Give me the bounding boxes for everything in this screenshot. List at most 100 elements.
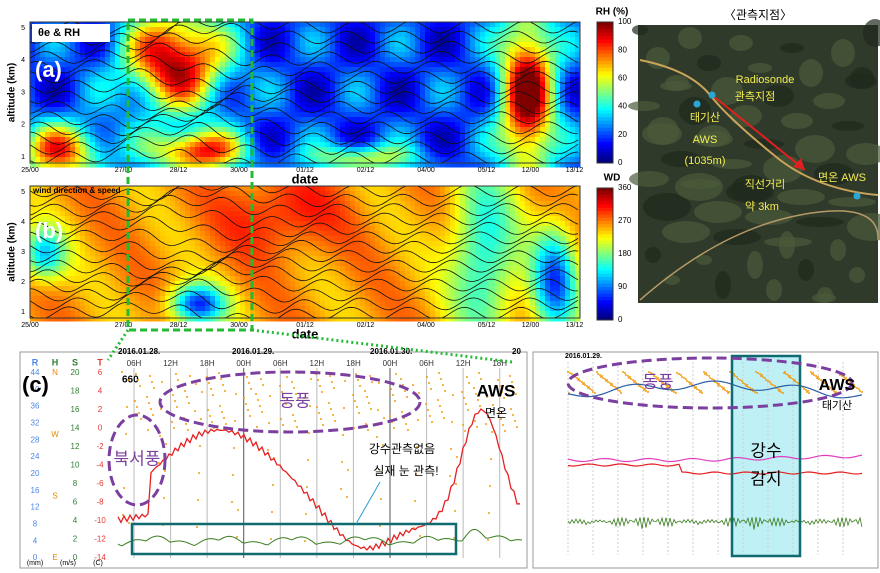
heat-cell	[320, 316, 326, 322]
heat-cell	[555, 132, 561, 138]
heat-cell	[460, 52, 466, 58]
heat-cell	[480, 22, 486, 28]
heat-cell	[145, 271, 151, 277]
heat-cell	[330, 132, 336, 138]
heat-cell	[300, 102, 306, 108]
heat-cell	[220, 196, 226, 202]
heat-cell	[220, 296, 226, 302]
heat-cell	[265, 316, 271, 322]
heat-cell	[40, 301, 46, 307]
heat-cell	[240, 137, 246, 143]
heat-cell	[505, 57, 511, 63]
heat-cell	[320, 256, 326, 262]
heat-cell	[35, 157, 41, 163]
heat-cell	[400, 62, 406, 68]
heat-cell	[220, 316, 226, 322]
heat-cell	[110, 107, 116, 113]
heat-cell	[115, 316, 121, 322]
heat-cell	[70, 112, 76, 118]
heat-cell	[340, 206, 346, 212]
heat-cell	[560, 72, 566, 78]
heat-cell	[95, 256, 101, 262]
heat-cell	[45, 306, 51, 312]
heat-cell	[555, 52, 561, 58]
heat-cell	[405, 67, 411, 73]
heat-cell	[190, 97, 196, 103]
heat-cell	[300, 191, 306, 197]
heat-cell	[235, 47, 241, 53]
heat-cell	[465, 112, 471, 118]
heat-cell	[90, 97, 96, 103]
heat-cell	[295, 82, 301, 88]
heat-cell	[70, 42, 76, 48]
heat-cell	[375, 82, 381, 88]
heat-cell	[410, 157, 416, 163]
heat-cell	[95, 62, 101, 68]
heat-cell	[180, 27, 186, 33]
heat-cell	[275, 77, 281, 83]
heat-cell	[325, 221, 331, 227]
heat-cell	[360, 47, 366, 53]
heat-cell	[195, 296, 201, 302]
heat-cell	[355, 37, 361, 43]
heat-cell	[190, 37, 196, 43]
heat-cell	[550, 142, 556, 148]
heat-cell	[440, 57, 446, 63]
heat-cell	[345, 47, 351, 53]
heat-cell	[70, 117, 76, 123]
heat-cell	[240, 147, 246, 153]
heat-cell	[375, 62, 381, 68]
heat-cell	[210, 47, 216, 53]
heat-cell	[405, 92, 411, 98]
heat-cell	[165, 127, 171, 133]
heat-cell	[30, 206, 36, 212]
heat-cell	[215, 92, 221, 98]
heat-cell	[60, 196, 66, 202]
heat-cell	[295, 221, 301, 227]
heat-cell	[110, 231, 116, 237]
heat-cell	[160, 236, 166, 242]
heat-cell	[185, 97, 191, 103]
heat-cell	[95, 286, 101, 292]
heat-cell	[190, 316, 196, 322]
heat-cell	[345, 132, 351, 138]
heat-cell	[320, 196, 326, 202]
heat-cell	[465, 87, 471, 93]
heat-cell	[435, 22, 441, 28]
heat-cell	[90, 62, 96, 68]
heat-cell	[320, 137, 326, 143]
heat-cell	[435, 67, 441, 73]
heat-cell	[295, 301, 301, 307]
heat-cell	[170, 72, 176, 78]
heat-cell	[95, 296, 101, 302]
heat-cell	[280, 67, 286, 73]
heat-cell	[515, 52, 521, 58]
heat-cell	[215, 236, 221, 242]
heat-cell	[110, 241, 116, 247]
heat-cell	[170, 311, 176, 317]
heat-cell	[140, 301, 146, 307]
heat-cell	[160, 206, 166, 212]
heat-cell	[420, 102, 426, 108]
heat-cell	[310, 107, 316, 113]
x-tick-label: 25/00	[21, 167, 39, 174]
heat-cell	[175, 47, 181, 53]
heat-cell	[65, 127, 71, 133]
heat-cell	[175, 102, 181, 108]
heat-cell	[445, 117, 451, 123]
heat-cell	[370, 152, 376, 158]
heat-cell	[175, 221, 181, 227]
heat-cell	[75, 77, 81, 83]
heat-cell	[255, 32, 261, 38]
heat-cell	[270, 311, 276, 317]
heat-cell	[135, 231, 141, 237]
heat-cell	[200, 157, 206, 163]
heat-cell	[50, 47, 56, 53]
x-tick-label: 30/00	[230, 167, 248, 174]
heat-cell	[140, 77, 146, 83]
heat-cell	[60, 112, 66, 118]
heat-cell	[100, 306, 106, 312]
heat-cell	[215, 201, 221, 207]
heat-cell	[105, 122, 111, 128]
